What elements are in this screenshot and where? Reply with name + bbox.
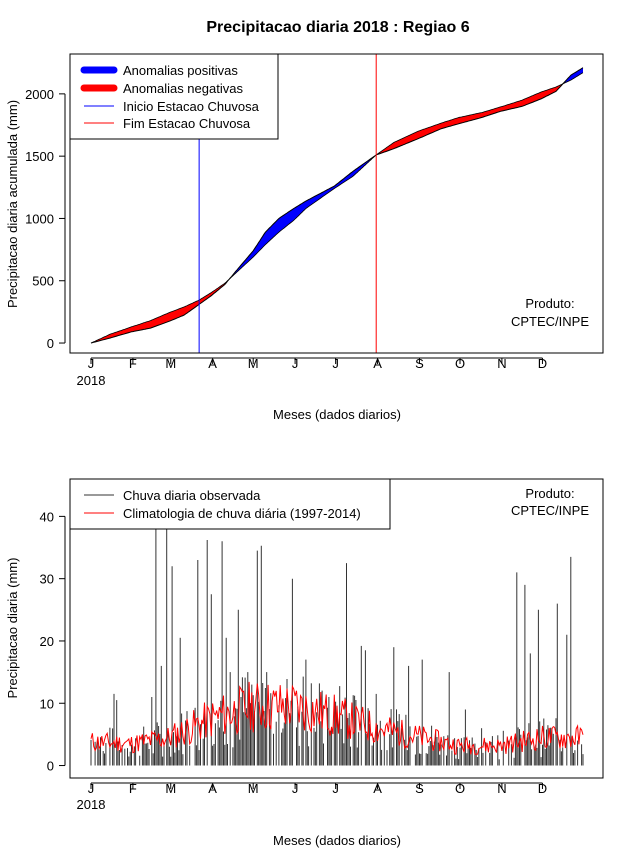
chart-title: Precipitacao diaria 2018 : Regiao 6 <box>206 19 469 36</box>
y-tick-label-top-4: 2000 <box>25 87 54 102</box>
daily-rain-chart: 0 10 20 30 40 J F M A M J J A S O N D Chuva diaria obser… <box>5 478 604 848</box>
x-tick-label-top-8: S <box>415 356 424 371</box>
x-tick-label-bottom-5: J <box>292 781 299 796</box>
x-tick-label-bottom-2: M <box>165 781 176 796</box>
x-tick-label-bottom-8: S <box>415 781 424 796</box>
axes-bottom: 0 10 20 30 40 J F M A M J J A S O N D <box>40 509 548 796</box>
legend-label-observed: Chuva diaria observada <box>123 488 261 503</box>
plot-frame-bottom <box>69 478 604 779</box>
x-tick-label-top-11: D <box>538 356 547 371</box>
y-axis-title-top: Precipitacao diaria acumulada (mm) <box>5 100 20 308</box>
x-tick-label-top-1: F <box>129 356 137 371</box>
product-label-2: CPTEC/INPE <box>511 314 589 329</box>
y-tick-label-top-2: 1000 <box>25 211 54 226</box>
y-tick-label-bottom-3: 30 <box>40 572 54 587</box>
x-tick-label-bottom-7: A <box>373 781 382 796</box>
product-label-bottom-1: Produto: <box>525 486 574 501</box>
axes-top: 0 500 1000 1500 2000 J F M A M J J A S O N D <box>25 87 547 371</box>
climatology-cumulative-line <box>90 72 584 344</box>
x-tick-label-bottom-9: O <box>455 781 465 796</box>
x-tick-label-top-2: M <box>165 356 176 371</box>
positive-anomaly-area-3 <box>564 67 583 84</box>
y-tick-label-bottom-0: 0 <box>47 759 54 774</box>
observed-cumulative-line <box>90 67 584 344</box>
x-axis-title-bottom: Meses (dados diarios) <box>273 833 401 848</box>
x-tick-label-top-9: O <box>455 356 465 371</box>
y-tick-label-bottom-1: 10 <box>40 696 54 711</box>
x-tick-label-top-6: J <box>332 356 339 371</box>
y-tick-label-top-0: 0 <box>47 336 54 351</box>
climatology-line <box>90 681 584 755</box>
legend-box-bottom <box>69 478 391 530</box>
legend-top: Anomalias positivas Anomalias negativas … <box>69 53 279 140</box>
legend-label-climatology: Climatologia de chuva diária (1997-2014) <box>123 506 361 521</box>
x-tick-label-top-0: J <box>88 356 95 371</box>
x-tick-label-bottom-4: M <box>248 781 259 796</box>
y-tick-label-bottom-2: 20 <box>40 634 54 649</box>
product-label-1: Produto: <box>525 296 574 311</box>
negative-anomaly-area-2 <box>377 83 563 155</box>
year-label-bottom: 2018 <box>77 797 106 812</box>
legend-label-positive: Anomalias positivas <box>123 63 238 78</box>
x-tick-label-bottom-3: A <box>208 781 217 796</box>
plot-frame-top <box>69 53 604 354</box>
x-tick-label-bottom-11: D <box>538 781 547 796</box>
daily-bars-layer <box>90 479 584 766</box>
y-tick-label-top-1: 500 <box>32 274 54 289</box>
legend-label-end: Fim Estacao Chuvosa <box>123 116 251 131</box>
legend-label-onset: Inicio Estacao Chuvosa <box>123 99 260 114</box>
x-tick-label-top-4: M <box>248 356 259 371</box>
series-lines-layer <box>90 67 584 344</box>
x-tick-label-bottom-6: J <box>332 781 339 796</box>
x-tick-label-top-10: N <box>497 356 506 371</box>
x-axis-title-top: Meses (dados diarios) <box>273 407 401 422</box>
product-label-bottom-2: CPTEC/INPE <box>511 503 589 518</box>
x-tick-label-bottom-1: F <box>129 781 137 796</box>
x-tick-label-bottom-0: J <box>88 781 95 796</box>
cumulative-chart: Precipitacao diaria 2018 : Regiao 6 Anom… <box>5 19 604 422</box>
y-axis-title-bottom: Precipitacao diaria (mm) <box>5 558 20 699</box>
year-label-top: 2018 <box>77 373 106 388</box>
y-tick-label-bottom-4: 40 <box>40 509 54 524</box>
positive-anomaly-area-1 <box>230 154 377 279</box>
x-tick-label-bottom-10: N <box>497 781 506 796</box>
y-tick-label-top-3: 1500 <box>25 149 54 164</box>
legend-label-negative: Anomalias negativas <box>123 81 243 96</box>
x-tick-label-top-5: J <box>292 356 299 371</box>
x-tick-label-top-3: A <box>208 356 217 371</box>
legend-bottom: Chuva diaria observada Climatologia de c… <box>69 478 391 530</box>
x-tick-label-top-7: A <box>373 356 382 371</box>
